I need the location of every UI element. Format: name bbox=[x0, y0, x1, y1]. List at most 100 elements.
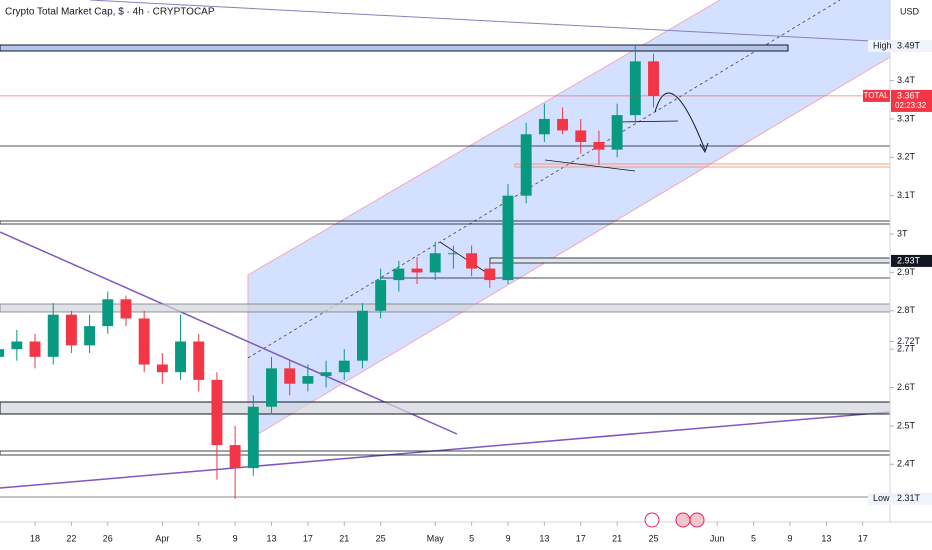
price-label: 3.36T bbox=[897, 90, 921, 100]
price-label: 2.31T bbox=[897, 493, 921, 503]
level bbox=[0, 450, 891, 456]
candle-body bbox=[266, 368, 277, 407]
time-axis bbox=[0, 522, 890, 550]
candle-body bbox=[393, 268, 405, 281]
candle-body bbox=[102, 299, 114, 327]
drawing bbox=[439, 241, 491, 276]
candle-body bbox=[593, 141, 605, 150]
arrow bbox=[654, 92, 706, 151]
axes: 2.4T 2.5T 2.6T 2.7T2.72T 2.8T 2.9T 3T 3.1T 3.2T 3… bbox=[0, 40, 932, 543]
candle-body bbox=[411, 268, 423, 273]
x-tick-label: 17 bbox=[576, 533, 586, 543]
x-tick-label: May bbox=[427, 533, 445, 543]
candle-body bbox=[484, 268, 496, 281]
price-label: 2.93T bbox=[897, 255, 921, 265]
x-tick-label: 21 bbox=[612, 533, 622, 543]
y-tick-label: 2.7T bbox=[897, 344, 916, 354]
x-tick-label: 25 bbox=[649, 533, 659, 543]
candle-body bbox=[320, 372, 332, 377]
x-tick-label: 18 bbox=[30, 533, 40, 543]
price-badge bbox=[868, 40, 932, 53]
channel-mid bbox=[247, 0, 841, 359]
candle-body bbox=[229, 445, 241, 469]
y-tick-label: 2.6T bbox=[897, 382, 916, 392]
x-tick-label: 9 bbox=[505, 533, 510, 543]
y-tick-label: 2.9T bbox=[897, 267, 916, 277]
zone bbox=[0, 44, 789, 52]
zone bbox=[0, 303, 891, 313]
x-tick-label: 13 bbox=[539, 533, 549, 543]
x-tick-label: 17 bbox=[858, 533, 868, 543]
candle-body bbox=[429, 253, 441, 273]
candle-body bbox=[447, 253, 459, 255]
candle-body bbox=[284, 368, 296, 384]
candle-body bbox=[247, 406, 259, 469]
x-tick-label: 13 bbox=[266, 533, 276, 543]
candle-body bbox=[520, 134, 532, 196]
trend-line bbox=[89, 0, 891, 43]
candle-body bbox=[357, 310, 368, 361]
x-tick-label: 25 bbox=[376, 533, 386, 543]
channel bbox=[248, 0, 890, 440]
x-tick-label: Apr bbox=[155, 533, 169, 543]
candle-body bbox=[120, 299, 132, 319]
candle-body bbox=[538, 118, 550, 135]
countdown: 02:23:32 bbox=[895, 101, 927, 110]
candle-body bbox=[193, 341, 205, 380]
candle-body bbox=[29, 341, 41, 357]
y-tick-label: 3.3T bbox=[897, 113, 916, 123]
trend-line bbox=[0, 411, 891, 489]
price-badge bbox=[868, 492, 932, 505]
candle-body bbox=[156, 364, 168, 373]
x-tick-label: 9 bbox=[233, 533, 238, 543]
x-tick-label: 26 bbox=[103, 533, 113, 543]
channel-lower bbox=[247, 56, 891, 441]
chart-title: Crypto Total Market Cap, $ · 4h · CRYPTO… bbox=[5, 7, 215, 18]
symbol-name: TOTAL bbox=[863, 91, 889, 100]
price-label: 3.49T bbox=[897, 40, 921, 50]
candle-body bbox=[138, 318, 150, 365]
y-tick-label: 2.8T bbox=[897, 305, 916, 315]
y-tick-label: 2.5T bbox=[897, 420, 916, 430]
y-tick-label: 2.4T bbox=[897, 459, 916, 469]
symbol-badge bbox=[863, 89, 890, 102]
candle-body bbox=[575, 130, 587, 142]
candle-body bbox=[648, 61, 659, 96]
y-tick-label: 3.2T bbox=[897, 152, 916, 162]
candle-body bbox=[611, 115, 623, 150]
price-badge bbox=[891, 254, 932, 267]
candle-body bbox=[11, 341, 23, 350]
zone bbox=[489, 257, 891, 264]
candle-body bbox=[84, 326, 96, 346]
x-tick-label: 13 bbox=[821, 533, 831, 543]
candle-body bbox=[375, 280, 387, 311]
candle-body bbox=[502, 195, 514, 281]
candle-body bbox=[175, 341, 187, 373]
x-tick-label: 5 bbox=[196, 533, 201, 543]
icon[interactable] bbox=[644, 512, 660, 528]
arrow-head bbox=[699, 142, 709, 154]
icon[interactable] bbox=[689, 512, 705, 528]
price-badge bbox=[891, 89, 932, 112]
currency: USD bbox=[900, 6, 920, 16]
x-tick-label: Jun bbox=[710, 533, 725, 543]
y-tick-label: 2.72T bbox=[897, 336, 921, 346]
y-tick-label: 3.4T bbox=[897, 75, 916, 85]
icon[interactable] bbox=[675, 512, 691, 528]
x-tick-label: 5 bbox=[751, 533, 756, 543]
x-tick-label: 5 bbox=[469, 533, 474, 543]
candle-body bbox=[466, 253, 478, 269]
x-tick-label: 21 bbox=[339, 533, 349, 543]
drawing bbox=[544, 159, 636, 172]
price-name: Low bbox=[873, 493, 890, 503]
candles bbox=[0, 46, 659, 499]
candle-body bbox=[0, 349, 5, 357]
drawing bbox=[614, 120, 679, 123]
candle-body bbox=[629, 61, 641, 116]
y-tick-label: 3.1T bbox=[897, 190, 916, 200]
y-tick-label: 3T bbox=[897, 228, 908, 238]
candle-body bbox=[211, 379, 223, 446]
x-tick-label: 22 bbox=[66, 533, 76, 543]
